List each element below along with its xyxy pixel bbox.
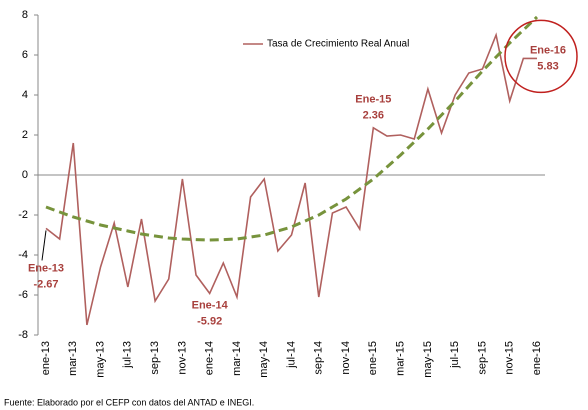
- x-tick-label: ene-15: [367, 341, 379, 375]
- annotation-label: Ene-14: [192, 299, 229, 311]
- y-tick-label: 8: [22, 9, 28, 21]
- x-tick-label: mar-14: [231, 341, 243, 376]
- x-tick-label: nov-13: [176, 341, 188, 375]
- x-tick-label: may-13: [94, 341, 106, 378]
- trend-line: [45, 15, 539, 242]
- annotation-value: -5.92: [197, 315, 222, 327]
- legend-label: Tasa de Crecimiento Real Anual: [267, 39, 409, 50]
- y-tick-label: 6: [22, 49, 28, 61]
- annotation-value: -2.67: [33, 278, 58, 290]
- annotation-value: 2.36: [363, 110, 384, 122]
- y-tick-label: 4: [22, 89, 28, 101]
- leader-line: [41, 230, 47, 261]
- annotation-label: Ene-15: [355, 94, 391, 106]
- x-tick-label: jul-14: [285, 341, 297, 369]
- x-tick-label: nov-15: [504, 341, 516, 375]
- x-tick-label: mar-13: [67, 341, 79, 376]
- x-tick-label: may-15: [422, 341, 434, 378]
- y-tick-label: -8: [18, 329, 28, 341]
- x-tick-label: ene-16: [531, 341, 543, 375]
- annotation-label: Ene-16: [530, 44, 566, 56]
- y-tick-label: 0: [22, 169, 28, 181]
- source-note: Fuente: Elaborado por el CEFP con datos …: [4, 397, 254, 407]
- x-tick-label: sep-14: [313, 341, 325, 375]
- x-tick-label: jul-13: [122, 341, 134, 369]
- x-tick-label: ene-14: [204, 341, 216, 375]
- x-tick-label: jul-15: [449, 341, 461, 369]
- x-tick-label: mar-15: [395, 341, 407, 376]
- x-tick-label: ene-13: [40, 341, 52, 375]
- x-tick-label: sep-13: [149, 341, 161, 375]
- x-tick-label: nov-14: [340, 341, 352, 375]
- highlight-circle: [504, 19, 578, 94]
- x-tick-label: sep-15: [476, 341, 488, 375]
- y-tick-label: -4: [18, 249, 28, 261]
- y-tick-label: 2: [22, 129, 28, 141]
- annotation-label: Ene-13: [28, 262, 64, 274]
- x-tick-label: may-14: [258, 341, 270, 378]
- annotation-value: 5.83: [537, 60, 558, 72]
- data-line: [45, 32, 537, 326]
- y-tick-label: -2: [18, 209, 28, 221]
- y-tick-label: -6: [18, 289, 28, 301]
